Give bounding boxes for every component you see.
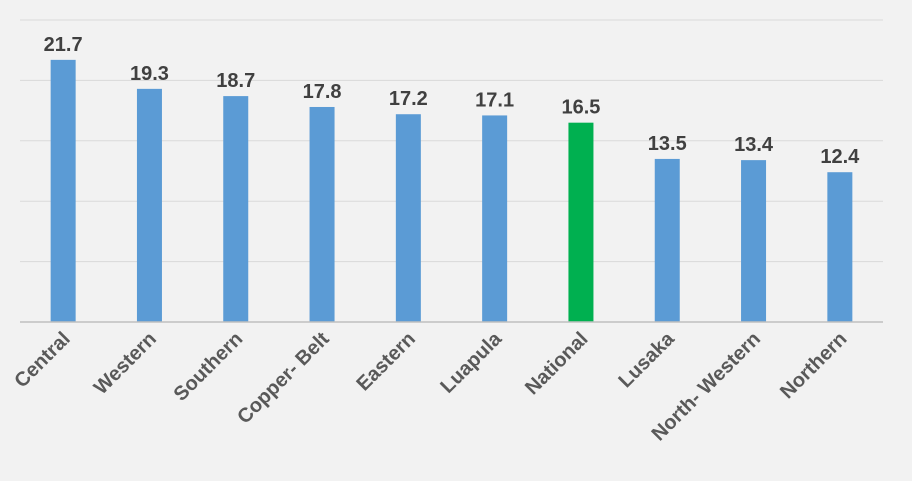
bar-central <box>50 59 76 322</box>
value-label: 13.4 <box>734 134 774 156</box>
category-label: Western <box>90 328 161 399</box>
bar-northern <box>827 172 853 322</box>
category-label: Southern <box>170 328 248 406</box>
bar-national <box>568 122 594 323</box>
category-label: Copper- Belt <box>233 328 334 429</box>
category-label: Lusaka <box>614 327 679 392</box>
value-label: 17.2 <box>389 88 428 110</box>
bar-western <box>136 88 162 322</box>
bar-north-western <box>741 160 767 322</box>
value-label: 12.4 <box>820 146 860 168</box>
value-label: 16.5 <box>561 97 600 119</box>
value-label: 17.8 <box>303 81 342 103</box>
bar-luapula <box>482 115 508 322</box>
bars <box>50 59 853 323</box>
gridlines <box>20 19 883 263</box>
bar-eastern <box>395 114 421 322</box>
bar-southern <box>223 96 249 322</box>
bar-copper-belt <box>309 106 335 322</box>
category-label: Central <box>10 328 74 392</box>
value-label: 19.3 <box>130 63 169 85</box>
value-labels: 21.7 19.3 18.7 17.8 17.2 17.1 16.5 13.5 13.4 12.4 <box>44 34 861 168</box>
value-label: 21.7 <box>44 34 83 56</box>
category-label: Northern <box>776 328 851 403</box>
category-label: Luapula <box>436 327 506 397</box>
value-label: 18.7 <box>216 70 255 92</box>
value-label: 13.5 <box>648 133 687 155</box>
category-label: National <box>521 328 592 399</box>
bar-lusaka <box>654 158 680 322</box>
value-label: 17.1 <box>475 89 514 111</box>
category-label: Eastern <box>352 328 419 395</box>
